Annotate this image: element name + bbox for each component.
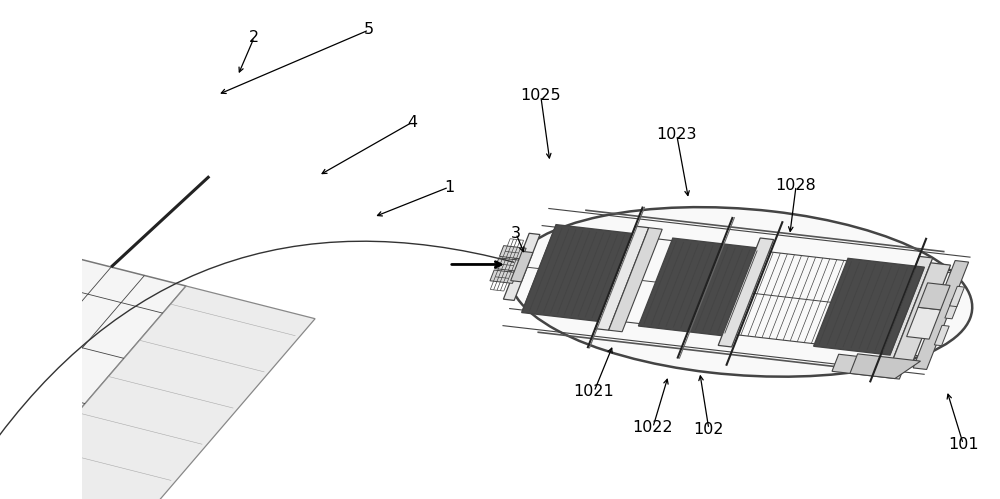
Ellipse shape bbox=[11, 478, 19, 482]
Text: 3: 3 bbox=[511, 226, 521, 241]
Polygon shape bbox=[893, 263, 951, 363]
Text: 2: 2 bbox=[249, 30, 259, 45]
Polygon shape bbox=[638, 238, 758, 336]
Text: 1023: 1023 bbox=[656, 127, 697, 142]
Polygon shape bbox=[609, 228, 662, 332]
Polygon shape bbox=[0, 203, 32, 499]
Ellipse shape bbox=[65, 414, 74, 418]
Polygon shape bbox=[814, 258, 924, 355]
Polygon shape bbox=[918, 283, 950, 310]
Text: 5: 5 bbox=[364, 22, 374, 37]
Polygon shape bbox=[913, 260, 969, 369]
Text: 1022: 1022 bbox=[633, 420, 673, 435]
Polygon shape bbox=[0, 240, 186, 499]
Polygon shape bbox=[0, 408, 12, 478]
Polygon shape bbox=[718, 238, 774, 347]
Polygon shape bbox=[950, 286, 964, 307]
Polygon shape bbox=[522, 225, 632, 321]
Polygon shape bbox=[0, 300, 77, 348]
Text: 4: 4 bbox=[407, 115, 417, 130]
Text: 1: 1 bbox=[444, 180, 454, 195]
Polygon shape bbox=[503, 233, 540, 300]
Polygon shape bbox=[832, 354, 906, 379]
Polygon shape bbox=[499, 246, 526, 259]
Polygon shape bbox=[945, 298, 960, 319]
Text: 1021: 1021 bbox=[574, 384, 614, 399]
Polygon shape bbox=[934, 325, 949, 346]
Polygon shape bbox=[0, 325, 56, 380]
Polygon shape bbox=[0, 280, 74, 319]
Text: 102: 102 bbox=[694, 422, 724, 437]
Polygon shape bbox=[595, 226, 649, 330]
Text: 1025: 1025 bbox=[520, 88, 561, 103]
Polygon shape bbox=[490, 270, 517, 283]
Text: 101: 101 bbox=[948, 437, 979, 452]
Polygon shape bbox=[495, 258, 521, 271]
Text: 1028: 1028 bbox=[776, 178, 816, 193]
Polygon shape bbox=[907, 307, 941, 339]
Polygon shape bbox=[0, 286, 315, 499]
Ellipse shape bbox=[510, 207, 972, 377]
Polygon shape bbox=[850, 354, 920, 379]
Polygon shape bbox=[511, 251, 533, 282]
Polygon shape bbox=[877, 256, 933, 365]
